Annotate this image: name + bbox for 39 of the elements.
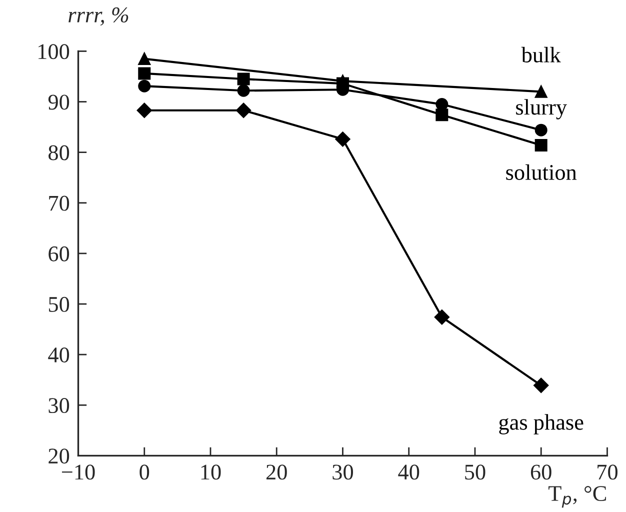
y-tick-label: 30: [48, 398, 70, 414]
point: [534, 124, 548, 136]
point: [136, 102, 152, 118]
series-label: solution: [506, 164, 577, 180]
x-tick-label: 20: [266, 464, 287, 480]
point: [434, 310, 450, 325]
x-axis-title: T$_{p}$, °C: [548, 486, 606, 508]
series-label: bulk: [521, 46, 561, 62]
y-tick-label: 20: [48, 448, 70, 464]
point: [335, 132, 350, 147]
y-tick-label: 90: [48, 94, 70, 110]
x-tick-label: 50: [465, 464, 486, 480]
x-tick-label: 0: [140, 464, 150, 480]
y-axis-title: rrrr, %: [68, 7, 128, 26]
point: [534, 378, 549, 393]
x-tick-label: 40: [398, 464, 420, 480]
x-tick-label: 10: [201, 464, 221, 480]
point: [237, 84, 250, 97]
x-tick-label: 30: [332, 464, 353, 480]
y-tick-label: 100: [38, 44, 70, 60]
y-tick-label: 70: [49, 196, 70, 211]
y-tick-label: 40: [48, 347, 70, 362]
series-label: slurry: [516, 99, 567, 120]
point: [138, 80, 151, 92]
point: [534, 138, 548, 152]
point: [138, 52, 151, 66]
point: [336, 74, 349, 88]
y-tick-label: 80: [48, 145, 70, 160]
point: [236, 102, 252, 118]
point: [436, 108, 448, 122]
point: [237, 72, 250, 86]
y-tick-label: 60: [48, 246, 70, 262]
y-tick-label: 50: [48, 296, 70, 312]
x-tick-label: 70: [598, 464, 618, 480]
point: [138, 67, 151, 80]
point: [534, 85, 548, 98]
x-tick-label: 60: [530, 464, 552, 480]
x-tick-label: −10: [62, 464, 95, 480]
series-label: gas phase: [499, 414, 584, 434]
